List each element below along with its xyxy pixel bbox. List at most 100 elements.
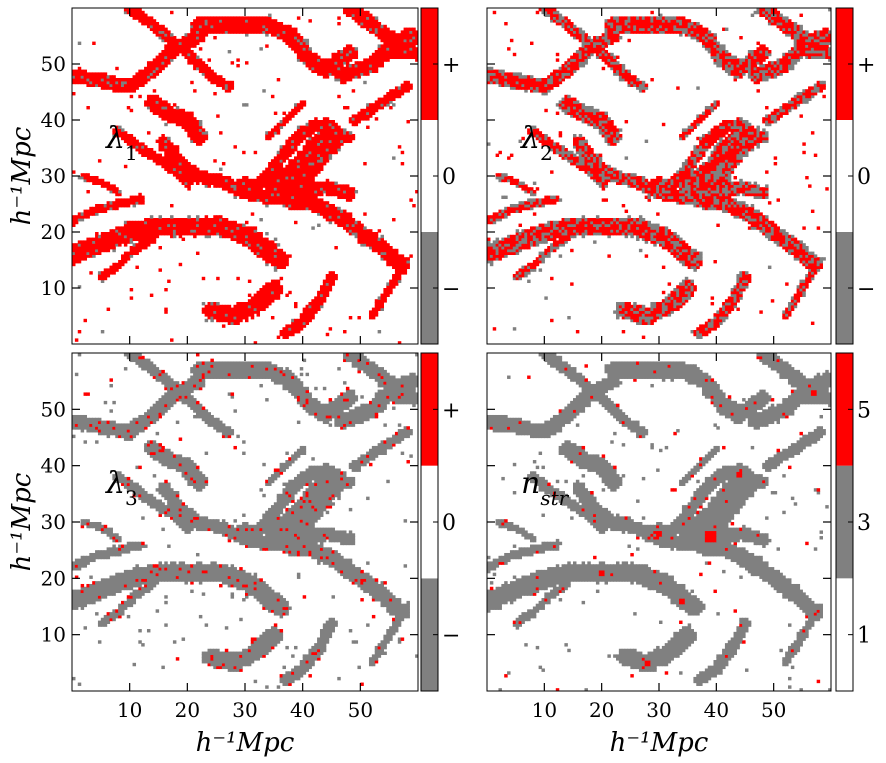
field-cell	[618, 313, 623, 317]
field-cell	[216, 83, 220, 87]
field-cell	[305, 198, 310, 202]
field-cell	[187, 52, 191, 57]
field-cell	[170, 218, 174, 222]
field-cell	[138, 16, 142, 20]
field-cell	[578, 229, 583, 233]
field-cell	[515, 243, 520, 247]
field-cell	[172, 120, 177, 124]
field-cell	[331, 184, 335, 188]
field-cell	[409, 254, 413, 258]
field-cell	[175, 145, 180, 149]
field-cell	[95, 204, 99, 208]
field-cell	[115, 268, 119, 272]
field-cell	[538, 223, 543, 227]
field-cell	[288, 324, 292, 328]
field-cell	[334, 125, 338, 129]
field-cell	[279, 24, 284, 29]
field-cell	[317, 181, 321, 185]
field-cell	[415, 190, 418, 194]
field-cell	[581, 229, 586, 233]
field-cell	[247, 190, 252, 194]
field-cell	[813, 268, 818, 272]
field-cell	[374, 19, 379, 23]
field-cell	[155, 139, 160, 143]
field-cell	[224, 226, 229, 230]
field-cell	[808, 276, 812, 281]
field-cell	[299, 206, 304, 211]
field-cell	[123, 198, 128, 202]
field-cell	[317, 159, 321, 163]
field-cell	[319, 181, 324, 185]
field-cell	[273, 195, 278, 199]
field-cell	[360, 234, 364, 239]
field-cell	[302, 145, 307, 149]
field-cell	[106, 75, 111, 79]
field-cell	[412, 55, 416, 59]
field-cell	[317, 302, 321, 306]
field-cell	[170, 156, 174, 160]
field-cell	[314, 120, 318, 124]
field-cell	[810, 254, 815, 258]
field-cell	[299, 52, 304, 57]
field-cell	[106, 181, 111, 185]
field-cell	[530, 232, 534, 236]
field-cell	[245, 176, 249, 180]
field-cell	[72, 170, 76, 174]
field-cell	[788, 240, 792, 244]
field-cell	[644, 240, 649, 244]
field-cell	[230, 22, 235, 26]
field-cell	[693, 251, 697, 255]
field-cell	[770, 234, 775, 239]
field-cell	[345, 78, 350, 82]
field-cell	[328, 145, 333, 149]
field-cell	[647, 321, 651, 325]
field-cell	[647, 307, 651, 311]
field-cell	[397, 260, 402, 264]
field-cell	[607, 234, 611, 239]
field-cell	[276, 262, 281, 267]
field-cell	[412, 44, 416, 48]
field-cell	[239, 234, 243, 239]
field-cell	[661, 265, 666, 269]
field-cell	[74, 260, 79, 264]
field-cell	[527, 232, 531, 236]
field-cell	[207, 181, 211, 185]
field-cell	[288, 181, 292, 185]
field-cell	[282, 170, 286, 174]
field-cell	[693, 288, 697, 292]
field-cell	[216, 232, 220, 236]
field-cell	[118, 80, 122, 85]
field-cell	[135, 195, 139, 199]
field-cell	[250, 178, 255, 183]
field-cell	[83, 69, 88, 73]
field-cell	[291, 195, 295, 199]
field-cell	[314, 170, 318, 174]
field-cell	[314, 52, 318, 57]
field-cell	[95, 178, 99, 183]
field-cell	[799, 285, 803, 289]
field-cell	[178, 50, 183, 54]
field-cell	[530, 237, 534, 241]
field-cell	[667, 310, 672, 314]
field-cell	[590, 218, 594, 222]
field-cell	[92, 178, 96, 183]
field-cell	[129, 94, 134, 99]
field-cell	[389, 100, 393, 104]
field-cell	[193, 41, 197, 45]
field-cell	[636, 304, 640, 309]
field-cell	[138, 248, 142, 253]
field-cell	[230, 24, 235, 29]
field-cell	[331, 128, 335, 132]
field-cell	[141, 234, 145, 239]
field-cell	[181, 220, 186, 225]
field-cell	[253, 299, 258, 303]
field-cell	[340, 223, 344, 227]
field-cell	[161, 226, 165, 230]
field-cell	[224, 22, 229, 26]
field-cell	[547, 220, 551, 225]
field-cell	[106, 86, 111, 90]
field-cell	[676, 254, 680, 258]
field-cell	[121, 134, 125, 138]
field-cell	[210, 226, 214, 230]
field-cell	[699, 332, 703, 337]
